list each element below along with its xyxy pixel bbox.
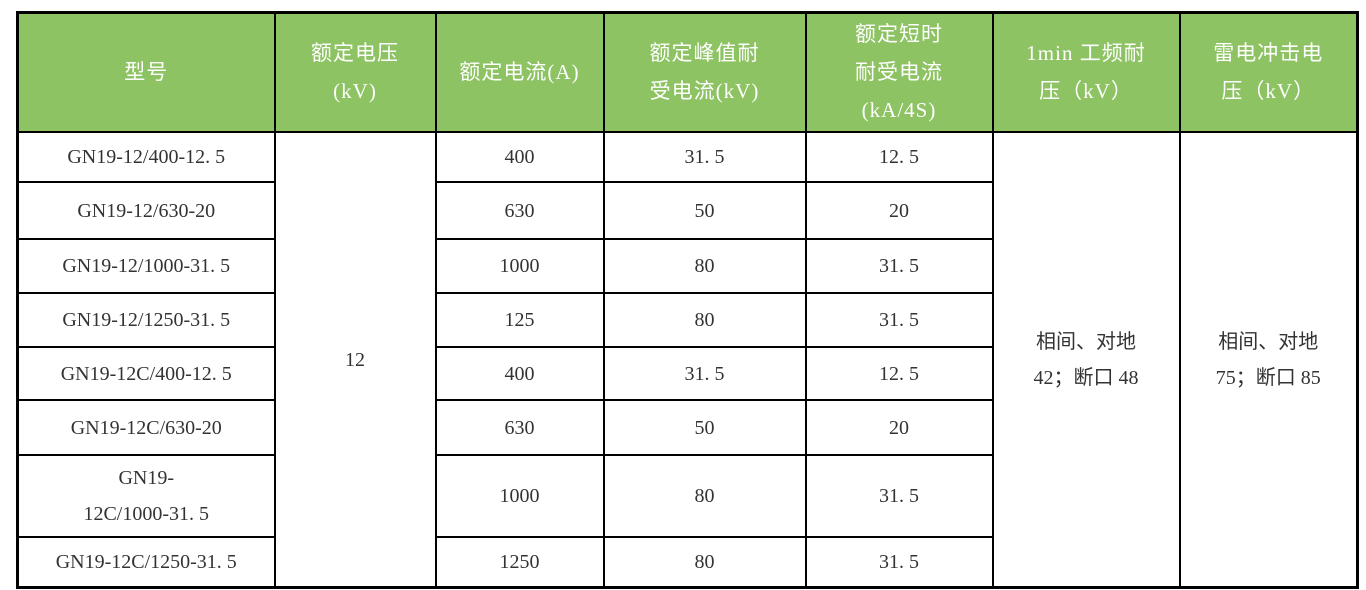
model-cell: GN19-12C/630-20 bbox=[16, 399, 276, 457]
header-row: 型号 额定电压 (kV) 额定电流(A) 额定峰值耐 受电流(kV) 额定短时 … bbox=[16, 11, 1359, 134]
peak-withstand-cell: 80 bbox=[602, 238, 807, 295]
model-cell: GN19- 12C/1000-31. 5 bbox=[16, 454, 276, 539]
peak-withstand-cell: 80 bbox=[602, 454, 807, 539]
table-row: GN19-12/400-12. 5 12 400 31. 5 12. 5 相间、… bbox=[16, 131, 1359, 589]
short-time-withstand-cell: 12. 5 bbox=[804, 346, 994, 402]
short-time-withstand-cell: 31. 5 bbox=[804, 536, 994, 589]
short-time-withstand-cell: 20 bbox=[804, 399, 994, 457]
peak-withstand-cell: 31. 5 bbox=[602, 346, 807, 402]
header-short-time-withstand-current: 额定短时 耐受电流 (kA/4S) bbox=[804, 11, 994, 134]
short-time-withstand-cell: 20 bbox=[804, 181, 994, 241]
rated-current-cell: 630 bbox=[434, 399, 605, 457]
rated-current-cell: 1250 bbox=[434, 536, 605, 589]
table-row: GN19-12/1250-31. 5 125 80 31. 5 bbox=[16, 292, 1358, 349]
header-model: 型号 bbox=[16, 11, 276, 134]
header-rated-voltage: 额定电压 (kV) bbox=[273, 11, 437, 134]
table-row: GN19-12C/400-12. 5 400 31. 5 12. 5 bbox=[16, 346, 1358, 402]
model-cell: GN19-12/400-12. 5 bbox=[16, 131, 276, 184]
table-row: GN19-12C/630-20 630 50 20 bbox=[16, 399, 1358, 457]
header-peak-withstand-current: 额定峰值耐 受电流(kV) bbox=[602, 11, 807, 134]
model-cell: GN19-12C/400-12. 5 bbox=[16, 346, 276, 402]
table-row: GN19- 12C/1000-31. 5 1000 80 31. 5 bbox=[16, 454, 1358, 539]
model-cell: GN19-12/630-20 bbox=[16, 181, 276, 241]
rated-current-cell: 1000 bbox=[434, 454, 605, 539]
rated-voltage-merged-cell: 12 bbox=[273, 131, 437, 589]
peak-withstand-cell: 50 bbox=[602, 399, 807, 457]
short-time-withstand-cell: 31. 5 bbox=[804, 238, 994, 295]
model-cell: GN19-12C/1250-31. 5 bbox=[16, 536, 276, 589]
model-cell: GN19-12/1000-31. 5 bbox=[16, 238, 276, 295]
rated-current-cell: 125 bbox=[434, 292, 605, 349]
peak-withstand-cell: 31. 5 bbox=[602, 131, 807, 184]
peak-withstand-cell: 80 bbox=[602, 536, 807, 589]
peak-withstand-cell: 50 bbox=[602, 181, 807, 241]
short-time-withstand-cell: 31. 5 bbox=[804, 454, 994, 539]
short-time-withstand-cell: 31. 5 bbox=[804, 292, 994, 349]
header-rated-current: 额定电流(A) bbox=[434, 11, 605, 134]
spec-table: 型号 额定电压 (kV) 额定电流(A) 额定峰值耐 受电流(kV) 额定短时 … bbox=[16, 11, 1359, 589]
table-row: GN19-12/630-20 630 50 20 bbox=[16, 181, 1358, 241]
power-frequency-withstand-merged-cell: 相间、对地 42；断口 48 bbox=[991, 131, 1181, 589]
short-time-withstand-cell: 12. 5 bbox=[804, 131, 994, 184]
rated-current-cell: 630 bbox=[434, 181, 605, 241]
header-power-frequency-withstand-voltage: 1min 工频耐 压（kV） bbox=[991, 11, 1181, 134]
rated-current-cell: 400 bbox=[434, 346, 605, 402]
table-row: GN19-12/1000-31. 5 1000 80 31. 5 bbox=[16, 238, 1358, 295]
header-lightning-impulse-voltage: 雷电冲击电 压（kV） bbox=[1178, 11, 1359, 134]
rated-current-cell: 1000 bbox=[434, 238, 605, 295]
lightning-impulse-merged-cell: 相间、对地 75；断口 85 bbox=[1178, 131, 1359, 589]
model-cell: GN19-12/1250-31. 5 bbox=[16, 292, 276, 349]
peak-withstand-cell: 80 bbox=[602, 292, 807, 349]
table-row: GN19-12C/1250-31. 5 1250 80 31. 5 bbox=[16, 536, 1358, 589]
rated-current-cell: 400 bbox=[434, 131, 605, 184]
